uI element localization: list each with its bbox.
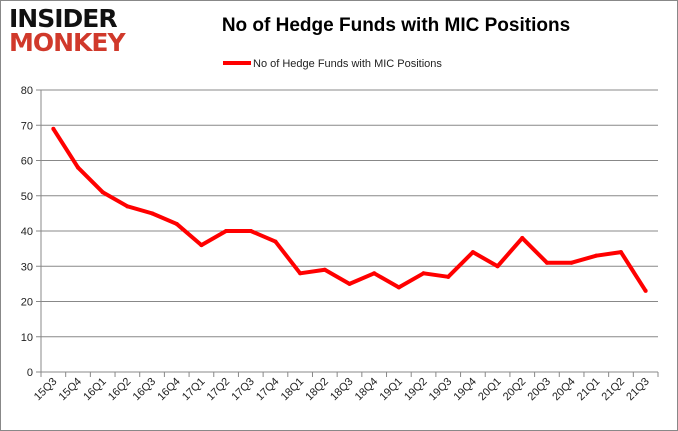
data-point — [569, 260, 574, 265]
data-point — [224, 229, 229, 233]
y-tick-label: 0 — [27, 367, 33, 379]
y-tick-label: 40 — [21, 226, 33, 238]
x-tick-label: 18Q4 — [353, 376, 381, 404]
data-point — [643, 288, 648, 293]
y-tick-label: 10 — [21, 332, 33, 344]
x-tick-label: 18Q1 — [279, 376, 307, 404]
x-tick-label: 20Q4 — [550, 376, 578, 404]
x-tick-label: 16Q1 — [81, 376, 109, 404]
data-point — [446, 274, 451, 279]
data-point — [298, 271, 303, 276]
logo-line2: MONKEY — [9, 28, 126, 57]
data-point — [470, 250, 475, 255]
data-point — [100, 190, 105, 195]
legend-label: No of Hedge Funds with MIC Positions — [253, 58, 442, 70]
data-point — [199, 243, 204, 248]
x-tick-label: 17Q2 — [205, 376, 233, 404]
data-point — [174, 221, 179, 226]
y-tick-label: 20 — [21, 297, 33, 309]
x-tick-label: 19Q2 — [402, 376, 430, 404]
x-tick-label: 18Q3 — [328, 376, 356, 404]
x-tick-label: 17Q1 — [180, 376, 208, 404]
x-tick-label: 21Q3 — [624, 376, 652, 404]
data-point — [520, 236, 525, 241]
data-point — [372, 271, 377, 276]
x-tick-label: 21Q2 — [600, 376, 628, 404]
logo-line1: INSIDER — [9, 4, 118, 33]
data-point — [495, 264, 500, 269]
x-tick-label: 15Q4 — [57, 376, 85, 404]
x-tick-label: 20Q2 — [501, 376, 529, 404]
y-tick-label: 60 — [21, 156, 33, 168]
chart-title: No of Hedge Funds with MIC Positions — [221, 15, 571, 36]
y-tick-label: 80 — [21, 85, 33, 97]
data-point — [322, 267, 327, 272]
y-tick-label: 30 — [21, 261, 33, 273]
x-tick-label: 19Q4 — [451, 376, 479, 404]
x-tick-label: 18Q2 — [303, 376, 331, 404]
x-tick-label: 20Q3 — [526, 376, 554, 404]
x-tick-label: 20Q1 — [476, 376, 504, 404]
data-point — [396, 285, 401, 290]
x-tick-label: 17Q3 — [229, 376, 257, 404]
x-tick-label: 19Q1 — [377, 376, 405, 404]
data-point — [125, 204, 130, 209]
data-point — [273, 239, 278, 244]
x-tick-label: 16Q2 — [106, 376, 134, 404]
data-point — [76, 165, 81, 170]
x-tick-label: 21Q1 — [575, 376, 603, 404]
y-tick-label: 50 — [21, 191, 33, 203]
x-tick-label: 16Q4 — [155, 376, 183, 404]
insider-monkey-logo: INSIDER MONKEY — [9, 4, 126, 57]
x-tick-label: 17Q4 — [254, 376, 282, 404]
data-point — [347, 281, 352, 286]
data-point — [150, 211, 155, 216]
data-point — [544, 260, 549, 265]
data-point — [248, 229, 253, 233]
x-tick-label: 16Q3 — [131, 376, 159, 404]
data-point — [51, 126, 56, 131]
data-point — [594, 253, 599, 258]
data-point — [618, 250, 623, 255]
data-point — [421, 271, 426, 276]
x-tick-label: 19Q3 — [427, 376, 455, 404]
x-tick-label: 15Q3 — [32, 376, 60, 404]
y-tick-label: 70 — [21, 120, 33, 132]
